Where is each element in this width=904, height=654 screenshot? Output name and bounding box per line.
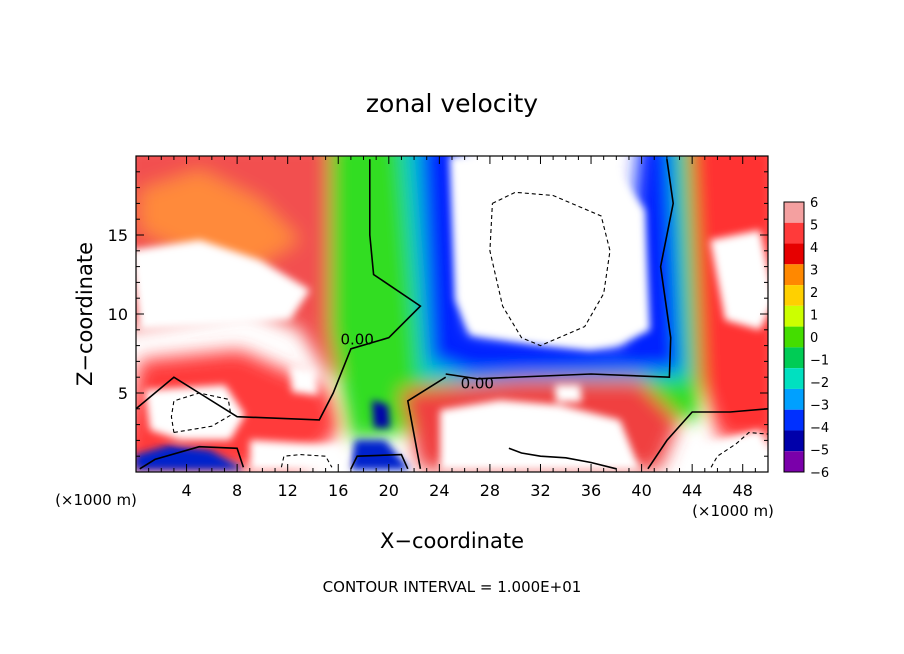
- colorbar-frame: [783, 201, 805, 473]
- x-tick-label: 16: [328, 481, 348, 500]
- x-tick-label: 12: [278, 481, 298, 500]
- contour-lines: [136, 159, 768, 470]
- contour-line-solid: [350, 453, 409, 470]
- colorbar-swatch: [784, 347, 804, 369]
- colorbar-swatch: [784, 305, 804, 327]
- colorbar-label: −5: [810, 444, 829, 459]
- y-tick-label: 10: [108, 305, 128, 324]
- colorbar-swatch: [784, 285, 804, 306]
- contour-label: 0.00: [340, 330, 373, 348]
- contour-line-solid: [139, 445, 245, 470]
- colorbar-label: −1: [810, 354, 829, 369]
- x-tick-label: 8: [232, 481, 242, 500]
- colorbar-swatch: [784, 368, 804, 389]
- x-tick-label: 24: [429, 481, 449, 500]
- x-tick-label: 4: [181, 481, 191, 500]
- contour-line-dashed: [489, 191, 611, 347]
- colorbar-swatch: [784, 451, 804, 472]
- contour-line-solid: [647, 408, 768, 470]
- x-tick-label: 28: [480, 481, 500, 500]
- colorbar-label: 1: [810, 309, 818, 324]
- contour-line-solid: [136, 159, 422, 421]
- colorbar-label: 3: [810, 264, 818, 279]
- x-tick-label: 36: [581, 481, 601, 500]
- chart-title: zonal velocity: [366, 89, 538, 118]
- y-axis-ticks: 5 10 15: [108, 171, 768, 457]
- colorbar-label: −3: [810, 399, 829, 414]
- colorbar-label: 5: [810, 219, 818, 234]
- colorbar-label: −2: [810, 376, 829, 391]
- colorbar-swatch: [784, 326, 804, 348]
- contour-line-solid: [406, 376, 447, 469]
- colorbar: 6 5 4 3 2 1 0 −1 −2 −3 −4 −5 −6: [783, 196, 829, 481]
- y-axis-label: Z−coordinate: [73, 242, 97, 386]
- colorbar-swatch: [784, 264, 804, 286]
- colorbar-label: 6: [810, 196, 818, 211]
- colorbar-label: 2: [810, 286, 818, 301]
- contour-label: 0.00: [461, 375, 494, 393]
- contour-interval-note: CONTOUR INTERVAL = 1.000E+01: [323, 578, 582, 596]
- x-unit-label-right: (×1000 m): [692, 502, 774, 520]
- colorbar-label: 0: [810, 331, 818, 346]
- x-tick-label: 20: [379, 481, 399, 500]
- y-tick-label: 5: [118, 384, 128, 403]
- x-axis-ticks: 4 8 12 16 20 24 28 32 36 40 44 48: [148, 156, 756, 500]
- x-tick-label: 48: [733, 481, 753, 500]
- contour-line-dashed: [170, 392, 232, 434]
- y-tick-label: 15: [108, 226, 128, 245]
- x-tick-label: 32: [530, 481, 550, 500]
- contour-label-group: 0.00 0.00: [340, 330, 493, 392]
- x-tick-label: 44: [682, 481, 702, 500]
- colorbar-label: −4: [810, 421, 829, 436]
- x-axis-label: X−coordinate: [380, 529, 524, 553]
- colorbar-swatch: [784, 409, 804, 431]
- colorbar-label: 4: [810, 241, 818, 256]
- colorbar-swatch: [784, 202, 804, 223]
- contour-line-dashed: [280, 454, 333, 468]
- contour-line-solid: [508, 447, 617, 470]
- colorbar-label: −6: [810, 466, 829, 481]
- x-tick-label: 40: [631, 481, 651, 500]
- x-unit-label-left: (×1000 m): [55, 491, 137, 509]
- colorbar-swatch: [784, 388, 804, 410]
- contour-line-dashed: [710, 431, 768, 468]
- colorbar-swatch: [784, 222, 804, 244]
- colorbar-swatch: [784, 430, 804, 452]
- heatmap-field: [136, 156, 768, 472]
- contour-line-solid: [445, 159, 675, 380]
- colorbar-swatch: [784, 243, 804, 265]
